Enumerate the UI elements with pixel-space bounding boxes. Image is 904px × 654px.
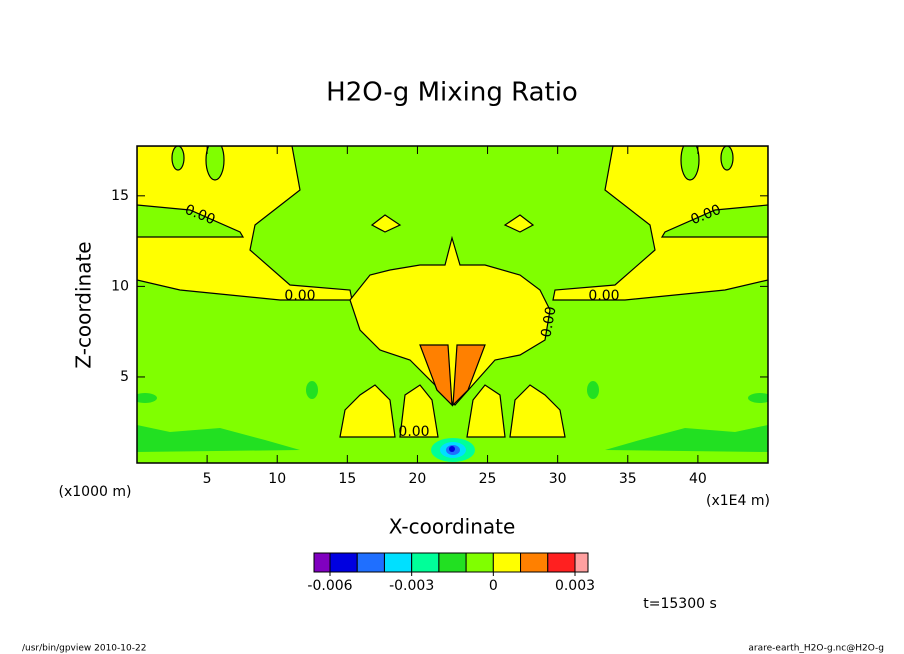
- x-tick-label: 25: [479, 471, 497, 487]
- colorbar-tick-label: -0.003: [389, 578, 434, 594]
- y-axis-unit: (x1000 m): [59, 484, 132, 500]
- colorbar-box: [356, 552, 385, 573]
- colorbar-box: [438, 552, 467, 573]
- field-region: [399, 384, 439, 438]
- time-label: t=15300 s: [643, 596, 717, 612]
- field-region: [349, 235, 551, 406]
- contour-label: 0.00: [284, 288, 315, 304]
- contour-field: [137, 146, 768, 463]
- x-tick-label: 30: [549, 471, 567, 487]
- field-region: [660, 204, 768, 238]
- colorbar-tick-label: 0: [489, 578, 498, 594]
- field-region: [419, 344, 453, 407]
- field-region: [137, 393, 157, 403]
- field-region: [605, 425, 768, 452]
- field-region: [552, 146, 768, 301]
- contour-label: 0.00: [398, 424, 429, 440]
- plot-frame: [136, 145, 769, 464]
- chart-title: H2O-g Mixing Ratio: [326, 78, 578, 108]
- colorbar-box: [313, 552, 331, 573]
- x-axis-label: X-coordinate: [389, 515, 516, 539]
- field-region: [306, 381, 318, 399]
- field-region: [370, 214, 402, 233]
- x-axis-unit: (x1E4 m): [706, 493, 770, 509]
- field-region: [748, 393, 768, 403]
- field-region: [720, 146, 734, 171]
- field-region: [137, 146, 353, 301]
- colorbar-box: [492, 552, 522, 573]
- field-region: [205, 146, 225, 181]
- field-region: [587, 381, 599, 399]
- x-tick-label: 35: [619, 471, 637, 487]
- y-tick-label: 5: [120, 369, 129, 385]
- field-region: [137, 204, 245, 238]
- field-region: [680, 146, 700, 181]
- colorbar-box: [574, 552, 589, 573]
- x-tick-label: 15: [338, 471, 356, 487]
- field-region: [503, 214, 535, 233]
- colorbar-tick-label: -0.006: [307, 578, 352, 594]
- colorbar-box: [329, 552, 358, 573]
- x-tick-label: 5: [203, 471, 212, 487]
- colorbar-tick-label: 0.003: [555, 578, 595, 594]
- colorbar-box: [465, 552, 494, 573]
- footer-right: arare-earth_H2O-g.nc@H2O-g: [748, 644, 884, 654]
- field-region: [137, 425, 300, 452]
- field-region: [466, 384, 506, 438]
- x-tick-label: 10: [268, 471, 286, 487]
- colorbar-box: [383, 552, 413, 573]
- x-tick-label: 20: [409, 471, 427, 487]
- field-region: [171, 146, 185, 171]
- colorbar-box: [411, 552, 440, 573]
- colorbar-box: [547, 552, 576, 573]
- field-region: [449, 446, 455, 452]
- footer-left: /usr/bin/gpview 2010-10-22: [22, 644, 146, 654]
- field-half-mirror: [466, 146, 768, 452]
- x-tick-label: 40: [689, 471, 707, 487]
- y-tick-label: 10: [111, 278, 129, 294]
- y-axis-label: Z-coordinate: [72, 241, 96, 368]
- field-region: [452, 344, 486, 407]
- contour-label: 0.00: [538, 305, 559, 338]
- colorbar-box: [520, 552, 549, 573]
- y-tick-label: 15: [111, 188, 129, 204]
- field-region: [339, 384, 396, 438]
- contour-label: 0.00: [588, 288, 619, 304]
- field-region: [509, 384, 566, 438]
